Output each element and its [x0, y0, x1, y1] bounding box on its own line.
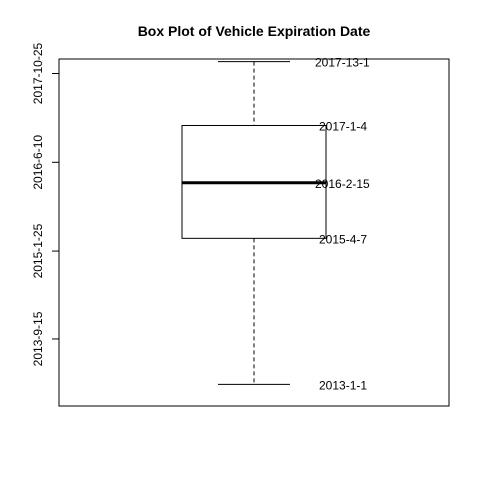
y-axis-ticks: 2013-9-15 2015-1-25 2016-6-10 2017-10-25	[31, 42, 59, 366]
chart-title: Box Plot of Vehicle Expiration Date	[138, 23, 371, 39]
y-tick-label: 2016-6-10	[31, 135, 45, 190]
y-tick-label: 2017-10-25	[31, 42, 45, 104]
y-tick-label: 2015-1-25	[31, 223, 45, 278]
box-annotations: 2017-13-1 2017-1-4 2016-2-15 2015-4-7 2013-1…	[315, 56, 370, 393]
q3-label: 2017-1-4	[319, 119, 367, 133]
box-plot	[181, 61, 327, 385]
q1-label: 2015-4-7	[319, 232, 367, 246]
median-label: 2016-2-15	[315, 177, 370, 191]
y-tick-label: 2013-9-15	[31, 311, 45, 366]
min-label: 2013-1-1	[319, 378, 367, 392]
max-label: 2017-13-1	[315, 56, 370, 70]
